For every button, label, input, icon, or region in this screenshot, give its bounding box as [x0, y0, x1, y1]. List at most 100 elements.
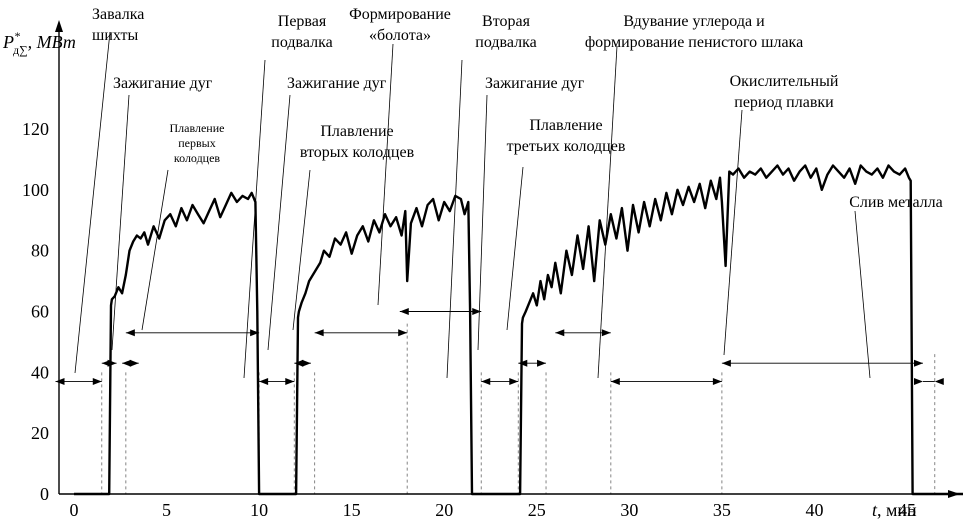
y-tick-label-6: 120 [22, 119, 49, 139]
interval-arrow-left-5 [294, 359, 304, 367]
interval-arrow-left-9 [518, 359, 528, 367]
interval-arrow-left-12 [721, 359, 731, 367]
interval-arrow-right-9 [537, 359, 547, 367]
interval-7 [399, 308, 482, 315]
x-axis-label-unit: , мин [877, 500, 917, 520]
interval-arrow-left-3 [125, 329, 135, 337]
interval-arrow-right-5 [301, 359, 311, 367]
y-axis-label-sub: д∑ [13, 43, 28, 57]
x-tick-label-9: 45 [898, 500, 916, 520]
interval-arrow-right-0 [92, 377, 102, 385]
annotation-7-line-1: подвалка [475, 34, 536, 51]
annotation-1: Зажигание дуг [113, 75, 213, 92]
y-axis-label-unit: , МВт [28, 32, 76, 52]
interval-arrow-right-1 [107, 359, 117, 367]
interval-arrow-left-0 [55, 377, 65, 385]
interval-10 [555, 329, 611, 337]
interval-arrow-right-4 [285, 377, 295, 385]
interval-arrow-right-6 [398, 329, 408, 337]
interval-6 [314, 329, 408, 337]
x-tick-label-4: 20 [435, 500, 453, 520]
interval-arrow-right-2 [129, 359, 139, 367]
interval-11 [610, 377, 722, 385]
interval-arrow-left-10 [555, 329, 565, 337]
annotation-6-line-0: Плавление [320, 123, 393, 140]
axis-labels: P* д∑, МВт t, мин [2, 29, 917, 520]
annotation-4: Зажигание дуг [287, 75, 387, 92]
interval-0 [55, 377, 102, 385]
annotation-7-line-0: Вторая [482, 13, 531, 30]
annotation-0-line-1: шихты [92, 27, 138, 44]
interval-arrow-left-13 [934, 377, 944, 385]
leader-line-0 [74, 31, 111, 374]
leader-line-12 [854, 210, 871, 379]
annotation-5-line-0: Формирование [349, 6, 451, 23]
x-tick-label-0: 0 [70, 500, 79, 520]
annotation-6-line-1: вторых колодцев [300, 144, 415, 161]
annotation-0-line-0: Завалка [92, 6, 144, 23]
y-tick-label-0: 0 [40, 484, 49, 504]
annotation-1-line-0: Зажигание дуг [113, 75, 213, 92]
interval-arrow-left-8 [481, 377, 491, 385]
annotation-0: Завалка шихты [92, 6, 144, 44]
interval-arrow-left-7 [399, 308, 409, 315]
y-tick-label-5: 100 [22, 180, 49, 200]
tick-labels: 0 5 10 15 20 25 30 35 40 45 0 20 40 60 80 100 120 [22, 119, 916, 520]
interval-arrows [55, 308, 944, 385]
y-axis-label-base: P [2, 32, 14, 52]
x-tick-label-1: 5 [162, 500, 171, 520]
interval-2 [122, 359, 139, 367]
leader-line-10 [597, 45, 618, 379]
y-tick-label-4: 80 [31, 241, 49, 261]
annotation-5: Формирование «болота» [349, 6, 451, 44]
annotation-2: Плавление первых колодцев [170, 121, 225, 165]
leader-line-5 [377, 43, 394, 306]
interval-8 [481, 377, 519, 385]
leader-line-7 [446, 59, 463, 379]
leader-line-9 [506, 166, 524, 331]
leader-line-4 [267, 94, 291, 351]
x-tick-label-3: 15 [343, 500, 361, 520]
interval-12 [721, 359, 923, 367]
x-tick-label-6: 30 [620, 500, 638, 520]
annotation-5-line-1: «болота» [369, 27, 431, 44]
interval-1 [101, 359, 117, 367]
annotation-3-line-0: Первая [278, 13, 327, 30]
y-tick-label-1: 20 [31, 423, 49, 443]
annotation-3-line-1: подвалка [271, 34, 332, 51]
annotation-10: Вдувание углерода и формирование пенистог… [585, 13, 803, 51]
x-tick-label-7: 35 [713, 500, 731, 520]
interval-arrow-right-13 [914, 377, 923, 385]
annotation-4-line-0: Зажигание дуг [287, 75, 387, 92]
interval-arrow-left-11 [610, 377, 620, 385]
axes [55, 20, 960, 498]
series-line-0 [74, 164, 963, 496]
interval-arrow-right-7 [472, 308, 482, 315]
x-axis-label-var: t [872, 500, 878, 520]
y-axis-arrow [55, 20, 63, 32]
interval-arrow-left-6 [314, 329, 324, 337]
series-layer [74, 164, 963, 496]
annotation-2-line-1: первых [178, 136, 215, 150]
x-axis-arrow [948, 490, 960, 498]
x-tick-label-8: 40 [805, 500, 823, 520]
interval-arrow-right-11 [712, 377, 722, 385]
leader-line-8 [477, 94, 488, 351]
interval-arrow-right-3 [250, 329, 260, 337]
annotation-9-line-0: Плавление [529, 117, 602, 134]
annotation-7: Вторая подвалка [475, 13, 536, 51]
y-axis-label-sup: * [14, 29, 20, 43]
x-tick-label-2: 10 [250, 500, 268, 520]
annotation-11-line-1: период плавки [734, 94, 834, 111]
guide-lines [101, 323, 936, 494]
annotation-9-line-1: третьих колодцев [507, 138, 626, 155]
annotation-8-line-0: Зажигание дуг [485, 75, 585, 92]
x-axis-label: t, мин [872, 500, 917, 520]
y-axis-label: P* д∑, МВт [2, 29, 76, 57]
annotation-3: Первая подвалка [271, 13, 332, 51]
annotation-12-line-0: Слив металла [849, 194, 943, 211]
leader-line-11 [723, 109, 743, 356]
interval-13 [914, 377, 944, 385]
interval-3 [125, 329, 260, 337]
